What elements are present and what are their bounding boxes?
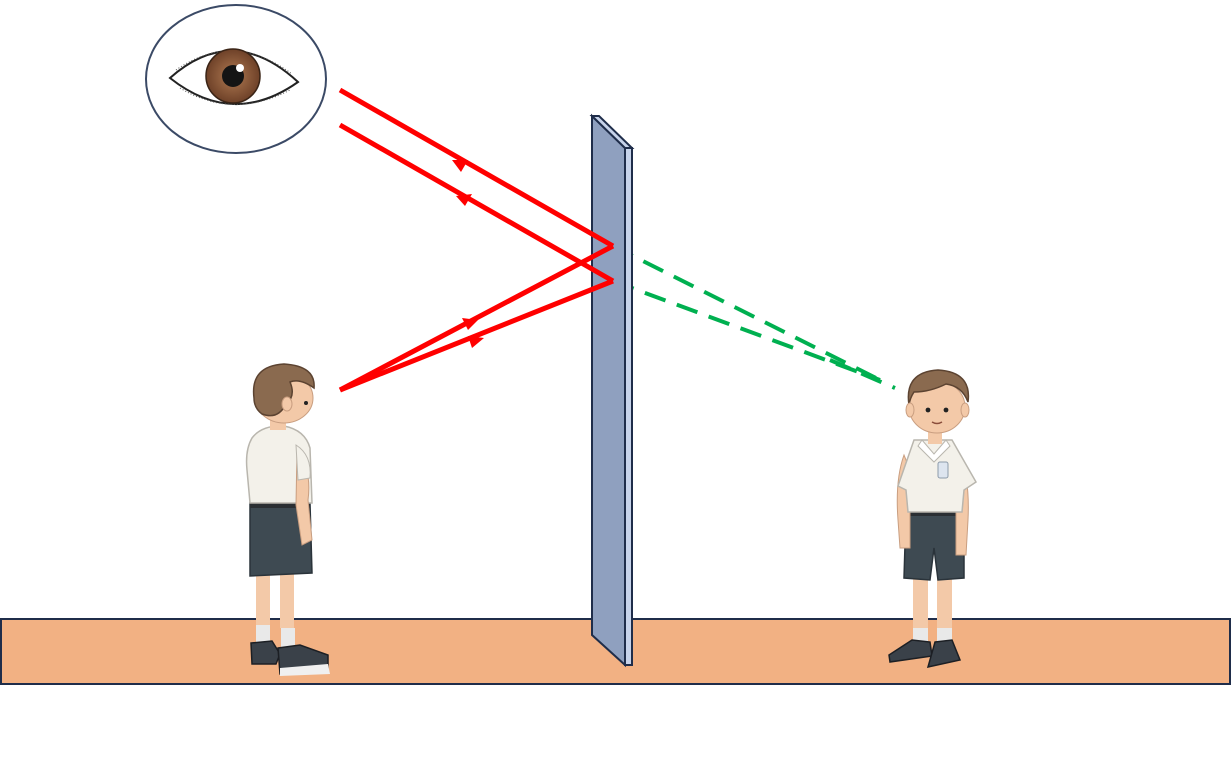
- real-rays: [338, 87, 615, 393]
- mirror-top: [589, 115, 635, 149]
- eye-icon: [145, 4, 327, 154]
- incident-ray-1: [338, 243, 615, 393]
- virtual-ray-2: [612, 279, 881, 382]
- plane-mirror: [589, 113, 635, 668]
- virtual-ray-tail: [829, 358, 896, 390]
- incident-ray-2: [339, 278, 614, 393]
- arrowhead-incident-1: [462, 318, 478, 330]
- virtual-rays: [612, 244, 896, 390]
- arrowhead-incident-2: [468, 336, 484, 348]
- reflected-ray-2: [338, 87, 615, 249]
- image-boy-figure: [888, 369, 977, 668]
- virtual-ray-1: [612, 244, 881, 382]
- arrowhead-reflected-2: [456, 194, 472, 206]
- arrowhead-reflected-1: [452, 160, 468, 172]
- reflected-ray-1: [338, 122, 615, 284]
- object-boy-figure: [245, 363, 330, 676]
- mirror-edge: [624, 147, 633, 666]
- mirror-face: [591, 113, 626, 668]
